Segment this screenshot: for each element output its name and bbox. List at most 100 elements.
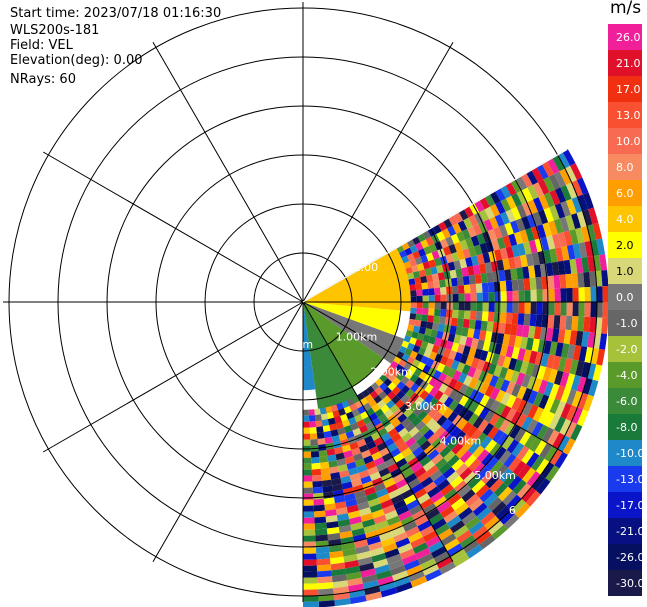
velocity-gate: [467, 328, 475, 339]
velocity-gate: [415, 242, 424, 251]
velocity-gate: [313, 492, 324, 500]
velocity-gate: [467, 366, 477, 378]
velocity-gate: [303, 517, 315, 524]
velocity-gate: [423, 429, 435, 441]
colorbar-swatch: [608, 310, 642, 337]
velocity-gate: [408, 402, 419, 413]
velocity-gate: [498, 322, 506, 334]
velocity-gate: [408, 278, 416, 286]
velocity-gate: [435, 457, 448, 470]
velocity-gate: [576, 211, 587, 228]
colorbar-tick-label: -1.0: [616, 317, 637, 330]
velocity-gate: [349, 441, 359, 451]
velocity-gate: [534, 238, 544, 253]
velocity-gate: [596, 286, 603, 302]
velocity-gate: [478, 330, 487, 341]
velocity-gate: [514, 255, 523, 269]
velocity-gate: [333, 495, 346, 504]
velocity-gate: [401, 340, 410, 349]
velocity-gate: [542, 222, 553, 237]
velocity-gate: [371, 403, 381, 413]
velocity-gate: [566, 344, 576, 360]
velocity-gate: [427, 448, 440, 461]
velocity-gate: [335, 507, 348, 516]
velocity-gate: [505, 182, 517, 196]
velocity-gate: [555, 247, 564, 262]
colorbar-swatch: [608, 414, 642, 441]
velocity-gate: [463, 539, 480, 554]
velocity-gate: [311, 462, 321, 470]
velocity-gate: [345, 430, 355, 439]
velocity-gate: [398, 483, 411, 495]
velocity-gate: [461, 511, 477, 526]
velocity-gate: [569, 330, 578, 346]
velocity-gate: [557, 152, 571, 169]
velocity-gate: [365, 421, 375, 431]
velocity-gate: [331, 477, 342, 486]
velocity-gate: [495, 188, 506, 202]
velocity-gate: [426, 274, 434, 283]
velocity-gate: [325, 406, 333, 414]
velocity-gate: [447, 493, 462, 506]
colorbar-tick-label: -17.0: [616, 499, 642, 512]
velocity-gate: [521, 216, 532, 230]
velocity-gate: [543, 207, 554, 223]
velocity-gate: [480, 511, 496, 526]
velocity-gate: [484, 206, 495, 220]
velocity-gate: [403, 559, 421, 571]
velocity-gate: [465, 257, 474, 268]
velocity-gate: [453, 525, 469, 539]
colorbar-swatch: [608, 232, 642, 259]
velocity-gate: [463, 284, 471, 294]
velocity-gate: [413, 488, 428, 500]
velocity-gate: [370, 382, 380, 391]
velocity-gate: [303, 475, 313, 482]
velocity-gate: [531, 338, 540, 352]
velocity-gate: [531, 226, 541, 240]
velocity-gate: [536, 365, 547, 380]
velocity-gate: [500, 198, 512, 212]
velocity-gate: [522, 325, 530, 338]
velocity-gate: [313, 498, 325, 506]
velocity-gate: [536, 302, 543, 315]
velocity-gate: [528, 239, 538, 254]
velocity-gate: [451, 442, 464, 455]
velocity-gate: [535, 276, 543, 290]
velocity-gate: [495, 505, 511, 521]
velocity-gate: [328, 544, 343, 553]
velocity-gate: [423, 481, 437, 494]
velocity-gate: [428, 540, 444, 554]
velocity-gate: [408, 318, 416, 326]
velocity-gate: [447, 367, 457, 379]
velocity-gate: [448, 350, 457, 360]
velocity-gate: [375, 520, 389, 531]
velocity-gate: [403, 494, 417, 505]
velocity-gate: [437, 221, 448, 232]
velocity-gate: [453, 212, 464, 224]
velocity-gate: [422, 261, 431, 270]
velocity-gate: [493, 312, 501, 323]
colorbar-tick-label: 0.0: [616, 291, 634, 304]
velocity-gate: [510, 323, 518, 336]
velocity-gate: [391, 418, 402, 429]
instrument-label: WLS200s-181: [10, 23, 100, 38]
velocity-gate: [379, 447, 390, 457]
velocity-gate: [523, 313, 531, 326]
velocity-gate: [422, 288, 429, 296]
velocity-gate: [476, 449, 490, 463]
velocity-gate: [564, 165, 577, 183]
velocity-gate: [407, 324, 415, 332]
velocity-gate: [588, 207, 599, 225]
velocity-gate: [451, 285, 459, 295]
velocity-gate: [543, 340, 552, 355]
velocity-gate: [463, 409, 474, 422]
velocity-gate: [458, 434, 471, 447]
velocity-gate: [462, 318, 470, 329]
velocity-gate: [395, 537, 411, 549]
velocity-gate: [351, 447, 361, 456]
velocity-gate: [412, 446, 424, 458]
velocity-gate: [400, 488, 414, 500]
velocity-gate: [590, 302, 597, 318]
velocity-gate: [459, 335, 468, 346]
velocity-gate: [341, 419, 351, 428]
